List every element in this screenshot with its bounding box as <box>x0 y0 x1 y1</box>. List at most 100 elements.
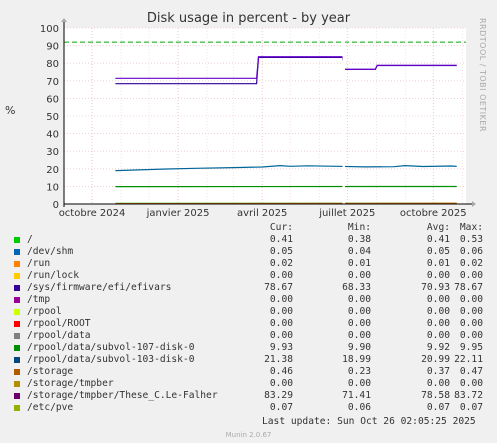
y-axis-arrow <box>61 18 67 22</box>
legend-row: /run 0.02 0.01 0.01 0.02 <box>0 258 497 270</box>
legend-min-value: 9.90 <box>347 342 371 353</box>
y-tick-label: 90 <box>46 42 59 53</box>
legend-row: /dev/shm 0.05 0.04 0.05 0.06 <box>0 246 497 258</box>
legend-series-name: /etc/pve <box>27 402 74 413</box>
legend-row: /run/lock 0.00 0.00 0.00 0.00 <box>0 270 497 282</box>
legend-max-value: 78.67 <box>454 282 483 293</box>
legend-max-value: 0.06 <box>459 246 483 257</box>
legend-min-value: 0.06 <box>347 402 371 413</box>
legend-min-value: 0.38 <box>347 234 371 245</box>
y-axis-label: % <box>5 104 16 117</box>
legend-series-name: /tmp <box>27 294 51 305</box>
legend-avg-value: 9.92 <box>426 342 450 353</box>
legend-min-value: 0.00 <box>347 378 371 389</box>
legend-series-name: /storage/tmpber <box>27 378 114 389</box>
x-axis-arrow <box>472 201 476 207</box>
legend-max-value: 22.11 <box>454 354 483 365</box>
legend-row: / 0.41 0.38 0.41 0.53 <box>0 234 497 246</box>
legend-series-name: /dev/shm <box>27 246 74 257</box>
legend-min-value: 0.00 <box>347 270 371 281</box>
x-tick-label: avril 2025 <box>237 208 287 219</box>
legend-series-name: /storage/tmpber/These_C.Le-Falher <box>27 390 218 401</box>
legend-header-cell: Min: <box>347 222 371 233</box>
legend-row: /sys/firmware/efi/efivars 78.67 68.33 70.93… <box>0 282 497 294</box>
legend-min-value: 0.00 <box>347 294 371 305</box>
legend-min-value: 0.04 <box>347 246 371 257</box>
legend-swatch <box>14 405 20 411</box>
legend-swatch <box>14 381 20 387</box>
rrdtool-credit: RRDTOOL / TOBI OETIKER <box>478 18 487 133</box>
y-tick-label: 60 <box>46 94 59 105</box>
legend-cur-value: 9.93 <box>269 342 293 353</box>
legend-series-name: /rpool <box>27 306 62 317</box>
legend-row: /rpool/data/subvol-107-disk-0 9.93 9.90 9.9… <box>0 342 497 354</box>
legend-avg-value: 0.00 <box>426 270 450 281</box>
legend-cur-value: 0.00 <box>269 306 293 317</box>
legend-cur-value: 83.29 <box>264 390 293 401</box>
legend-swatch <box>14 309 20 315</box>
x-tick-label: octobre 2024 <box>59 208 126 219</box>
legend-avg-value: 0.00 <box>426 330 450 341</box>
legend-row: /rpool/data/subvol-103-disk-0 21.38 18.99 2… <box>0 354 497 366</box>
legend-max-value: 9.95 <box>459 342 483 353</box>
legend-cur-value: 0.02 <box>269 258 293 269</box>
legend-max-value: 0.00 <box>459 306 483 317</box>
legend-swatch <box>14 261 20 267</box>
y-tick-label: 20 <box>46 165 59 176</box>
legend-row: /tmp 0.00 0.00 0.00 0.00 <box>0 294 497 306</box>
x-tick-label: janvier 2025 <box>146 208 210 219</box>
legend-cur-value: 0.00 <box>269 270 293 281</box>
legend-max-value: 0.00 <box>459 330 483 341</box>
legend-min-value: 0.23 <box>347 366 371 377</box>
legend-max-value: 0.47 <box>459 366 483 377</box>
y-tick-label: 100 <box>40 24 59 35</box>
legend-avg-value: 20.99 <box>421 354 450 365</box>
y-tick-label: 80 <box>46 59 59 70</box>
legend-swatch <box>14 357 20 363</box>
legend-min-value: 0.00 <box>347 306 371 317</box>
x-tick-label: juillet 2025 <box>318 208 375 219</box>
legend-max-value: 0.00 <box>459 270 483 281</box>
legend-cur-value: 0.05 <box>269 246 293 257</box>
legend-avg-value: 0.00 <box>426 306 450 317</box>
series-line <box>115 164 457 172</box>
y-tick-label: 30 <box>46 147 59 158</box>
legend-swatch <box>14 369 20 375</box>
legend-swatch <box>14 237 20 243</box>
legend-series-name: /run/lock <box>27 270 79 281</box>
legend-max-value: 0.00 <box>459 378 483 389</box>
legend-row: /rpool/data 0.00 0.00 0.00 0.00 <box>0 330 497 342</box>
legend-row: /storage/tmpber 0.00 0.00 0.00 0.00 <box>0 378 497 390</box>
legend-swatch <box>14 321 20 327</box>
legend-cur-value: 0.00 <box>269 294 293 305</box>
legend-series-name: /rpool/data/subvol-107-disk-0 <box>27 342 195 353</box>
legend-max-value: 83.72 <box>454 390 483 401</box>
legend-max-value: 0.00 <box>459 318 483 329</box>
legend-cur-value: 0.00 <box>269 330 293 341</box>
legend-avg-value: 70.93 <box>421 282 450 293</box>
x-tick-label: octobre 2025 <box>400 208 467 219</box>
legend-min-value: 18.99 <box>342 354 371 365</box>
legend-max-value: 0.53 <box>459 234 483 245</box>
data-gap <box>342 28 346 204</box>
munin-version: Munin 2.0.67 <box>225 431 272 439</box>
legend-swatch <box>14 249 20 255</box>
legend-max-value: 0.00 <box>459 294 483 305</box>
last-update: Last update: Sun Oct 26 02:05:25 2025 <box>262 416 476 427</box>
y-tick-label: 10 <box>46 182 59 193</box>
legend-min-value: 0.00 <box>347 330 371 341</box>
y-tick-label: 70 <box>46 77 59 88</box>
legend-avg-value: 0.37 <box>426 366 450 377</box>
legend-header-cell: Max: <box>459 222 483 233</box>
y-tick-label: 0 <box>53 200 59 211</box>
legend-series-name: /rpool/data/subvol-103-disk-0 <box>27 354 195 365</box>
legend-swatch <box>14 285 20 291</box>
legend-header-cell: Avg: <box>426 222 450 233</box>
legend-avg-value: 0.01 <box>426 258 450 269</box>
legend-series-name: /run <box>27 258 51 269</box>
legend-header-cell: Cur: <box>269 222 293 233</box>
legend-series-name: /sys/firmware/efi/efivars <box>27 282 172 293</box>
legend-swatch <box>14 297 20 303</box>
legend-cur-value: 0.41 <box>269 234 293 245</box>
legend-avg-value: 0.07 <box>426 402 450 413</box>
